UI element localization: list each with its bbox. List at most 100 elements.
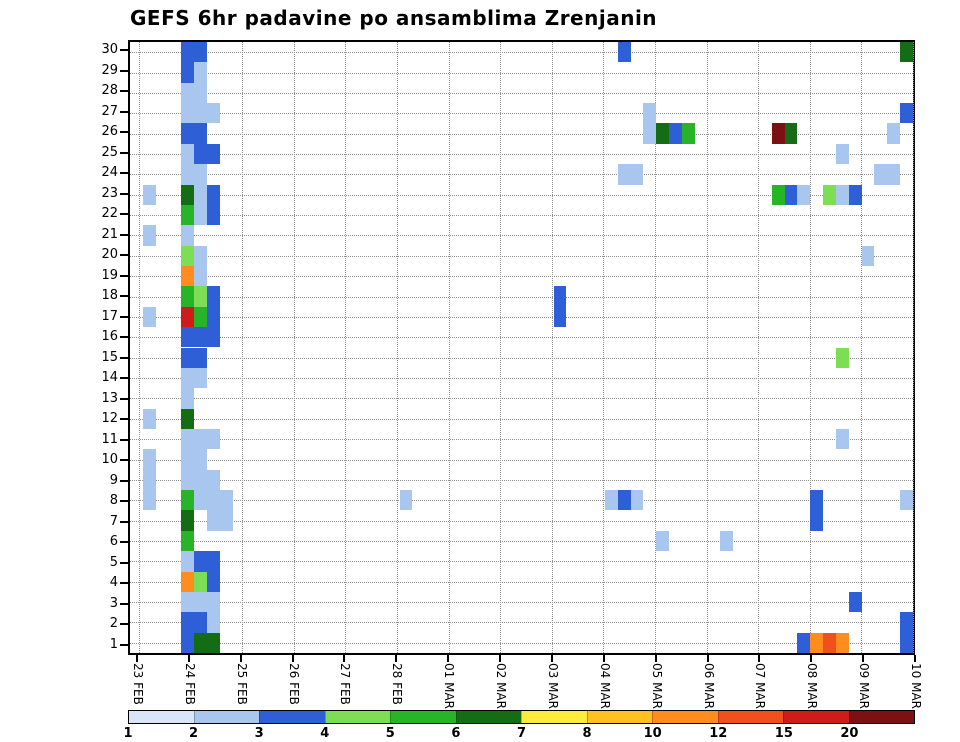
y-axis-tick [120, 49, 128, 52]
heatmap-cell [181, 449, 195, 470]
heatmap-cell [181, 428, 195, 450]
heatmap-cell [181, 571, 195, 592]
heatmap-cell [194, 62, 207, 83]
grid-line-day [293, 42, 295, 653]
y-axis-tick [120, 397, 128, 400]
heatmap-cell [848, 184, 862, 205]
heatmap-cell [207, 204, 220, 226]
colorbar-tick-label: 20 [840, 726, 859, 741]
y-axis-label: 21 [101, 226, 118, 242]
y-axis-label: 27 [101, 103, 118, 119]
x-axis-label: 03 MAR [545, 663, 560, 709]
grid-line-member [130, 357, 913, 359]
y-axis-label: 29 [101, 62, 118, 78]
x-axis-label: 24 FEB [182, 663, 197, 705]
heatmap-cell [181, 62, 195, 83]
heatmap-cell [207, 510, 220, 531]
grid-line-member [130, 439, 913, 441]
x-axis-label: 02 MAR [494, 663, 509, 709]
y-axis-label: 15 [101, 349, 118, 365]
heatmap-cell [835, 143, 849, 165]
heatmap-cell [194, 612, 207, 633]
x-axis-label: 01 MAR [442, 663, 457, 709]
heatmap-cell [142, 490, 156, 511]
x-axis-tick [758, 655, 761, 662]
heatmap-cell [181, 143, 195, 165]
heatmap-cell [181, 591, 195, 613]
heatmap-cell [194, 266, 207, 287]
grid-line-member [130, 337, 913, 339]
heatmap-cell [194, 367, 207, 389]
heatmap-cell [207, 286, 220, 307]
heatmap-cell [181, 184, 195, 205]
y-axis-label: 13 [101, 390, 118, 406]
heatmap-cell [181, 632, 195, 653]
heatmap-cell [900, 42, 913, 63]
x-axis-label: 25 FEB [234, 663, 249, 705]
heatmap-cell [207, 571, 220, 592]
y-axis-tick [120, 254, 128, 257]
y-axis-tick [120, 377, 128, 380]
grid-line-member [130, 642, 913, 644]
y-axis-label: 2 [109, 616, 118, 632]
heatmap-cell [797, 632, 811, 653]
y-axis-label: 6 [109, 534, 118, 550]
heatmap-cell [194, 469, 207, 491]
heatmap-cell [771, 184, 785, 205]
y-axis-label: 7 [109, 513, 118, 529]
y-axis-tick [120, 561, 128, 564]
heatmap-cell [181, 327, 195, 348]
colorbar-tick-label: 5 [385, 726, 395, 741]
heatmap-cell [181, 510, 195, 531]
heatmap-cell [194, 327, 207, 348]
grid-line-day [138, 42, 140, 653]
x-axis-label: 07 MAR [753, 663, 768, 709]
heatmap-cell [142, 408, 156, 429]
heatmap-cell [207, 469, 220, 491]
heatmap-cell [900, 103, 913, 124]
heatmap-cell [181, 551, 195, 572]
heatmap-cell [181, 82, 195, 104]
x-axis-label: 04 MAR [597, 663, 612, 709]
y-axis-tick [120, 315, 128, 318]
heatmap-cell [207, 632, 220, 653]
y-axis-tick [120, 90, 128, 93]
heatmap-cell [181, 306, 195, 328]
heatmap-cell [784, 123, 798, 144]
x-axis-label: 09 MAR [857, 663, 872, 709]
colorbar-tick-label: 3 [254, 726, 264, 741]
colorbar-segment [390, 711, 456, 723]
y-axis-tick [120, 233, 128, 236]
heatmap-cell [142, 306, 156, 328]
y-axis-label: 22 [101, 206, 118, 222]
plot-area [128, 40, 915, 655]
heatmap-cell [835, 184, 849, 205]
grid-line-day [242, 42, 244, 653]
heatmap-cell [681, 123, 695, 144]
x-axis-tick [447, 655, 450, 662]
heatmap-cell [643, 103, 657, 124]
y-axis-label: 30 [101, 42, 118, 58]
heatmap-cell [181, 388, 195, 409]
y-axis-label: 20 [101, 247, 118, 263]
colorbar-segment [652, 711, 718, 723]
colorbar-segment [717, 711, 783, 723]
heatmap-cell [181, 164, 195, 185]
heatmap-cell [656, 123, 670, 144]
grid-line-member [130, 398, 913, 400]
heatmap-cell [181, 490, 195, 511]
y-axis-tick [120, 418, 128, 421]
heatmap-cell [142, 469, 156, 491]
colorbar-tick-label: 4 [320, 726, 330, 741]
grid-line-day [396, 42, 398, 653]
heatmap-cell [194, 143, 207, 165]
x-axis-label: 28 FEB [390, 663, 405, 705]
heatmap-cell [797, 184, 811, 205]
heatmap-cell [399, 490, 413, 511]
heatmap-cell [643, 123, 657, 144]
y-axis-label: 8 [109, 493, 118, 509]
x-axis-label: 05 MAR [649, 663, 664, 709]
heatmap-cell [630, 490, 644, 511]
grid-line-member [130, 194, 913, 196]
